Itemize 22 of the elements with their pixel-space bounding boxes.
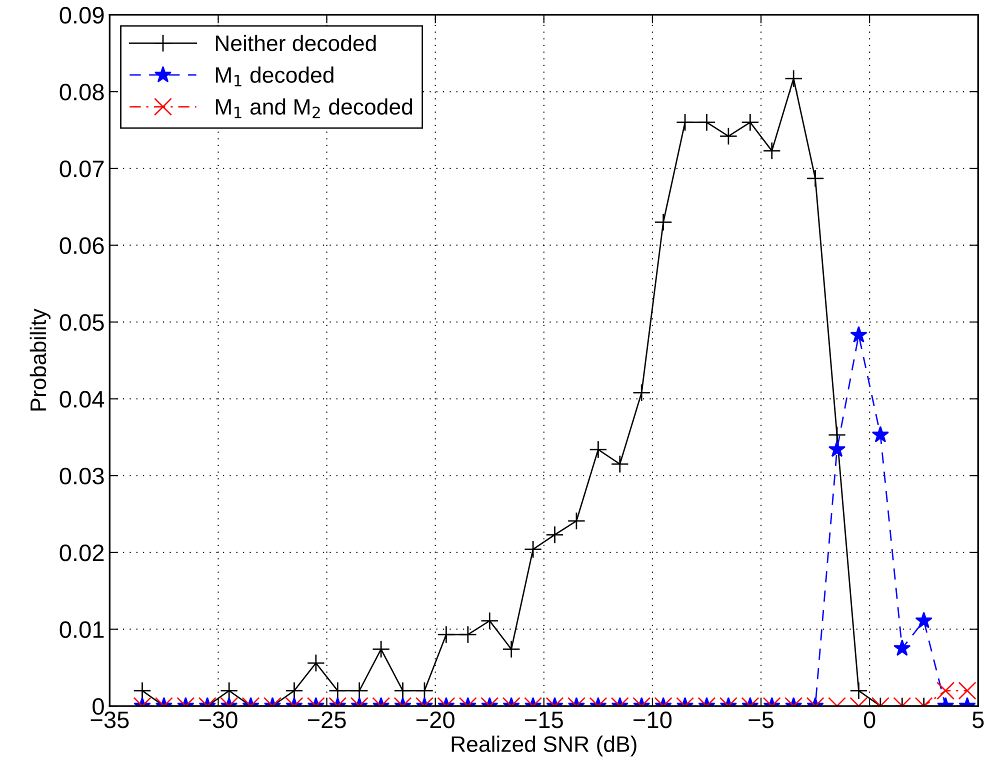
y-tick-label: 0.09: [60, 6, 104, 24]
x-tick-label: −20: [416, 712, 454, 728]
x-tick-label: −25: [308, 712, 346, 728]
y-tick-label: 0.04: [60, 390, 104, 408]
x-axis-title: Realized SNR (dB): [452, 736, 636, 756]
x-tick-label: 0: [864, 712, 876, 728]
y-tick-label: 0.06: [60, 237, 104, 254]
y-tick-label: 0.07: [60, 160, 104, 178]
legend-label: Neither decoded: [216, 34, 376, 52]
y-tick-label: 0.08: [60, 84, 104, 100]
legend-label: M$_{1}$ decoded: [216, 66, 334, 86]
y-tick-label: 0.03: [60, 468, 104, 484]
x-tick-label: −15: [525, 712, 563, 728]
y-tick-label: 0.01: [60, 621, 104, 638]
x-tick-label: −5: [748, 712, 774, 728]
x-tick-label: 5: [972, 712, 984, 728]
y-tick-label: 0.05: [60, 314, 104, 331]
legend-label: M$_{1}$ and M$_{2}$ decoded: [216, 98, 412, 118]
x-tick-label: −10: [634, 712, 672, 728]
y-axis-title: Probability: [30, 308, 51, 410]
y-tick-label: 0.02: [60, 544, 104, 562]
x-tick-label: −30: [199, 712, 238, 728]
